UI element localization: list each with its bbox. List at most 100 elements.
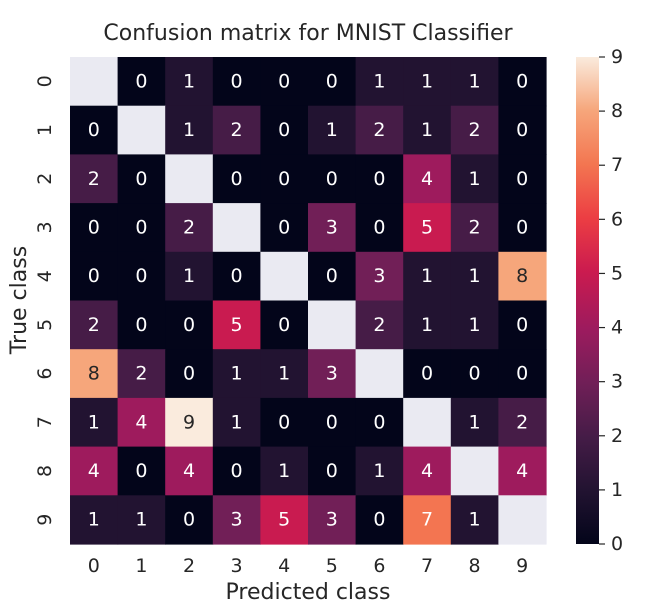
y-tick-label: 8	[34, 465, 56, 477]
heatmap-cell	[117, 57, 166, 107]
heatmap-cell	[403, 57, 452, 107]
cell-value-label: 1	[469, 509, 481, 531]
colorbar-tick-label: 8	[611, 100, 623, 122]
cell-value-label: 1	[469, 168, 481, 190]
cell-value-label: 2	[373, 314, 385, 336]
heatmap-cell	[308, 57, 357, 107]
cell-value-label: 0	[135, 168, 147, 190]
heatmap-cell	[355, 105, 404, 155]
heatmap-cell	[403, 397, 452, 448]
cell-value-label: 0	[516, 314, 528, 336]
y-tick-labels: 0 1 2 3 4 5 6 7 8 9	[34, 75, 56, 525]
cell-value-label: 2	[135, 363, 147, 385]
heatmap-cell	[498, 397, 547, 448]
cell-value-label: 3	[326, 216, 338, 238]
x-tick-label: 1	[135, 555, 147, 577]
y-tick-label: 7	[34, 416, 56, 428]
cell-value-label: 1	[469, 314, 481, 336]
heatmap-cell	[117, 349, 166, 399]
heatmap-cell	[70, 251, 119, 302]
heatmap-cell	[355, 154, 404, 204]
heatmap-cell	[355, 300, 404, 350]
cell-value-label: 0	[326, 460, 338, 482]
cell-value-label: 1	[183, 70, 195, 92]
heatmap-cell	[355, 446, 404, 496]
colorbar-tick-label: 7	[611, 154, 623, 176]
cell-value-label: 1	[421, 314, 433, 336]
cell-value-label: 1	[421, 70, 433, 92]
cell-value-label: 0	[135, 216, 147, 238]
heatmap-cell	[450, 251, 499, 302]
cell-value-label: 0	[326, 70, 338, 92]
cell-value-label: 0	[326, 265, 338, 287]
colorbar-tick-label: 4	[611, 317, 623, 339]
cell-value-label: 1	[231, 411, 243, 433]
x-tick-label: 3	[231, 555, 243, 577]
heatmap-cell	[450, 154, 499, 204]
chart-title: Confusion matrix for MNIST Classifier	[103, 21, 513, 46]
heatmap-cell	[450, 495, 499, 545]
cell-value-label: 0	[231, 70, 243, 92]
heatmap-cell	[260, 446, 309, 496]
heatmap-cell	[260, 349, 309, 399]
y-tick-label: 0	[34, 75, 56, 87]
y-tick-label: 5	[34, 319, 56, 331]
heatmap-cell	[117, 203, 166, 253]
cell-value-label: 1	[421, 119, 433, 141]
heatmap-cell	[117, 397, 166, 448]
cell-value-label: 4	[421, 168, 433, 190]
colorbar-ticks: 0 1 2 3 4 5 6 7 8 9	[599, 46, 623, 555]
heatmap-cell	[308, 495, 357, 545]
heatmap-cell	[498, 251, 547, 302]
cell-value-label: 0	[516, 363, 528, 385]
cell-value-label: 0	[88, 216, 100, 238]
cell-value-label: 1	[88, 411, 100, 433]
heatmap-cell	[70, 154, 119, 204]
heatmap-cell	[212, 154, 261, 204]
heatmap-cell	[260, 495, 309, 545]
cell-value-label: 2	[469, 119, 481, 141]
y-tick-label: 9	[34, 514, 56, 526]
heatmap-cell	[70, 495, 119, 545]
cell-value-label: 1	[278, 460, 290, 482]
colorbar	[576, 57, 599, 544]
cell-value-label: 2	[516, 411, 528, 433]
heatmap-cell	[165, 349, 214, 399]
heatmap-cell	[212, 251, 261, 302]
heatmap-cell	[117, 446, 166, 496]
cell-value-label: 0	[373, 168, 385, 190]
heatmap-cell	[212, 57, 261, 107]
heatmap-cell	[450, 203, 499, 253]
heatmap-cell	[70, 203, 119, 253]
cell-value-label: 0	[278, 119, 290, 141]
cell-value-label: 0	[135, 314, 147, 336]
colorbar-tick-label: 1	[611, 479, 623, 501]
heatmap-cell	[308, 251, 357, 302]
cell-value-label: 0	[135, 70, 147, 92]
heatmap-cell	[403, 300, 452, 350]
heatmap-cell	[450, 349, 499, 399]
cell-value-label: 7	[421, 509, 433, 531]
cell-value-label: 0	[278, 168, 290, 190]
heatmap-cell	[355, 251, 404, 302]
colorbar-tick-label: 3	[611, 371, 623, 393]
x-axis-label: Predicted class	[226, 580, 391, 605]
cell-value-label: 4	[88, 460, 100, 482]
heatmap-cell	[70, 349, 119, 399]
cell-value-label: 0	[516, 216, 528, 238]
heatmap-cell	[498, 154, 547, 204]
heatmap-cell	[260, 57, 309, 107]
cell-value-label: 0	[373, 509, 385, 531]
heatmap-cell	[450, 446, 499, 496]
cell-value-label: 0	[278, 314, 290, 336]
cell-value-label: 1	[88, 509, 100, 531]
heatmap-cell	[355, 349, 404, 399]
heatmap-cell	[498, 495, 547, 545]
heatmap-cell	[403, 154, 452, 204]
cell-value-label: 0	[516, 168, 528, 190]
heatmap-cell	[260, 300, 309, 350]
x-tick-label: 8	[469, 555, 481, 577]
heatmap-cell	[308, 446, 357, 496]
heatmap-cell	[450, 57, 499, 107]
heatmap-cell	[70, 446, 119, 496]
